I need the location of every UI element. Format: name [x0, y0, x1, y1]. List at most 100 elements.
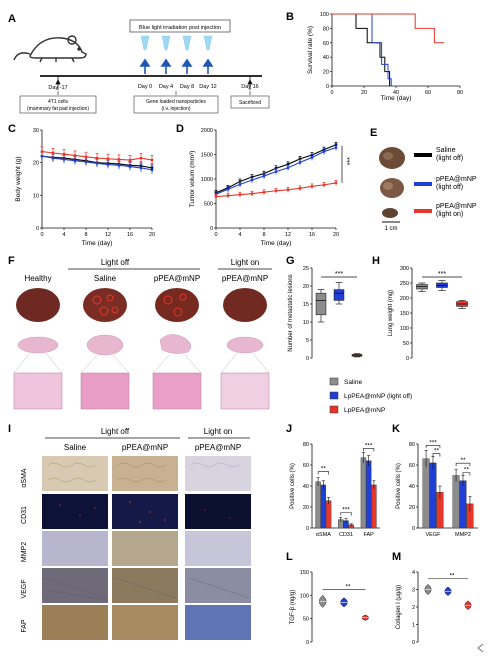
ihc-fap-saline [42, 605, 108, 640]
c-point [139, 166, 143, 170]
panel-b-letter: B [286, 11, 294, 23]
j-bar [315, 481, 321, 529]
l-ytick-label: 0 [306, 640, 309, 646]
panel-a: A Blue light irradiation post injection [8, 13, 270, 114]
panel-e: E 1 cm Saline (light off) pPEA@mNP (ligh… [370, 127, 477, 232]
d-point [286, 166, 290, 170]
b-xtick-label: 0 [330, 90, 333, 96]
c-ytick-label: 10 [33, 193, 39, 199]
mouse-icon [13, 35, 87, 63]
j-cat-label: αSMA [316, 532, 331, 538]
panel-f: F Light off Light on Healthy Saline pPEA… [8, 255, 272, 410]
d-point [322, 150, 326, 153]
d-point [250, 192, 254, 196]
c-xtick-label: 8 [84, 232, 87, 238]
ihc-asma-off [112, 456, 178, 491]
chevron-left-icon[interactable] [477, 643, 484, 653]
scale-label: 1 cm [384, 226, 397, 232]
cells-box [19, 95, 97, 114]
ihc-asma-saline [42, 456, 108, 491]
j-sig-bracket [340, 512, 352, 516]
d-point [238, 182, 242, 186]
panel-h: H 0 50 100 150 200 250 300 *** Lung weight (mg) [372, 255, 468, 362]
gh-legend-swatch-0 [329, 377, 339, 386]
l-ytick-label: 100 [300, 593, 309, 599]
c-point [62, 152, 66, 156]
d-point [310, 156, 314, 159]
gh-legend-2: LpPEA@mNP [344, 407, 385, 414]
panel-m: M 0 1 2 3 4 ** Collagen I (μg/g) [392, 551, 472, 646]
g-box [333, 289, 345, 301]
m-ytick-label: 2 [412, 605, 415, 611]
c-point [62, 158, 66, 161]
j-bar [320, 484, 327, 529]
ihc-mmp2-on [185, 531, 251, 566]
survival-chart: 0 20 40 60 80 100 0 20 40 60 80 Time (day) Survival … [307, 12, 463, 102]
b-series-0 [332, 13, 391, 86]
sacrificed-label: Sacrificed [239, 100, 261, 106]
blue-light-label: Blue light irradiation post injection [139, 25, 221, 31]
k-ytick-label: 80 [409, 442, 415, 448]
lung-photos [16, 288, 267, 322]
b-series-1 [332, 13, 392, 86]
j-bar [325, 500, 332, 529]
d-point [238, 193, 242, 197]
d-ylabel: Tumor volum (mm³) [189, 151, 196, 208]
gh-legend-0: Saline [344, 379, 362, 386]
tumor-photo-on [382, 208, 398, 218]
h-ytick-label: 250 [400, 281, 409, 287]
ihc-vegf-on [185, 568, 251, 603]
d-point [274, 170, 278, 174]
he-low-mag [17, 334, 264, 356]
day-label-3: Day 8 [180, 84, 194, 90]
blue-light-box [129, 19, 231, 33]
i-light-off: Light off [101, 427, 130, 436]
k-bar [429, 462, 437, 529]
b-ytick-label: 100 [320, 12, 329, 18]
f-col-healthy: Healthy [24, 274, 51, 283]
panel-l-letter: L [286, 551, 293, 563]
legend-swatch-on [414, 209, 432, 213]
ihc-cd31-saline [42, 494, 108, 529]
nano-box [133, 95, 219, 114]
c-point [51, 151, 55, 155]
d-xlabel: Time (day) [261, 240, 292, 247]
panel-d-letter: D [176, 123, 184, 135]
c-point [73, 159, 77, 163]
d-point [262, 190, 266, 194]
c-ytick-label: 30 [33, 128, 39, 134]
m-ylabel: Collagen I (μg/g) [396, 585, 402, 629]
c-point [150, 158, 154, 162]
ihc-mmp2-off [112, 531, 178, 566]
j-ytick-label: 20 [303, 505, 309, 511]
j-sig-bracket [317, 471, 329, 475]
b-xtick-label: 60 [425, 90, 431, 96]
ihc-mmp2-saline [42, 531, 108, 566]
k-bar [459, 480, 467, 529]
g-ytick-label: 25 [303, 266, 309, 272]
d-xtick-label: 20 [333, 232, 339, 238]
panel-k-letter: K [392, 423, 400, 435]
g-ylabel: Number of metastatic lesions [288, 274, 294, 351]
day-label-1: Day 0 [138, 84, 152, 90]
legend-saline-l2: (light off) [436, 155, 463, 162]
c-point [117, 163, 121, 167]
k-sig-label: ** [460, 457, 466, 464]
tumor-volume-chart: 0 500 1000 1500 2000 0 4 8 12 16 20 Time (day) Tumor… [189, 128, 354, 247]
day-label-0: Day -17 [48, 85, 67, 91]
k-sig-label: ** [464, 467, 470, 474]
c-xlabel: Time (day) [82, 240, 113, 247]
legend-swatch-saline [414, 153, 432, 157]
c-point [117, 158, 121, 161]
c-point [128, 165, 132, 168]
k-sig-bracket [425, 445, 441, 449]
panel-f-letter: F [8, 255, 15, 267]
d-ytick-label: 0 [210, 226, 213, 232]
l-sig-label: ** [345, 583, 351, 590]
b-xtick-label: 40 [393, 90, 399, 96]
h-ytick-label: 150 [400, 311, 409, 317]
cells-box-line1: 4T1 cells [48, 99, 69, 105]
d-point [310, 184, 314, 188]
i-row-mmp2: MMP2 [21, 542, 28, 562]
